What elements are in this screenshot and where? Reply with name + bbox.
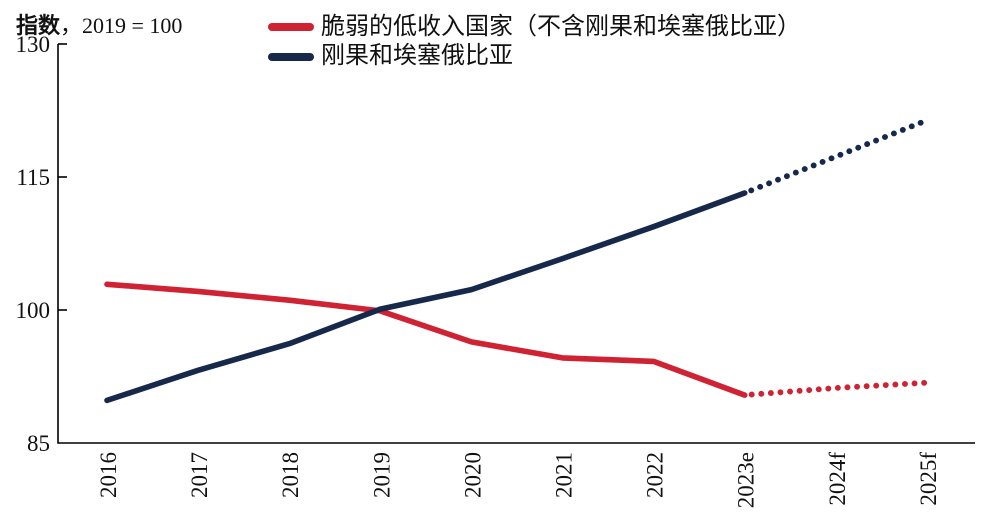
legend-item-congo-ethiopia: 刚果和埃塞俄比亚: [268, 43, 801, 69]
series-line-solid-1: [104, 190, 748, 404]
legend-swatch-navy: [268, 52, 314, 61]
x-tick-label: 2018: [278, 452, 303, 498]
series-line-solid-0: [104, 281, 748, 398]
legend-label-congo-ethiopia: 刚果和埃塞俄比亚: [321, 43, 513, 70]
y-tick-label: 115: [16, 165, 50, 190]
x-tick-label: 2017: [187, 452, 212, 498]
x-tick-label: 2020: [460, 452, 485, 498]
x-tick-label: 2024f: [825, 452, 850, 506]
legend-item-fragile-lics: 脆弱的低收入国家（不含刚果和埃塞俄比亚）: [268, 14, 801, 40]
x-tick-label: 2021: [552, 452, 577, 498]
series-line-dotted-0: [741, 379, 930, 398]
series-line-dotted-1: [741, 117, 930, 196]
legend: 脆弱的低收入国家（不含刚果和埃塞俄比亚） 刚果和埃塞俄比亚: [268, 14, 801, 70]
axis-unit-label: 指数，2019 = 100: [16, 8, 182, 40]
y-tick-label: 130: [16, 32, 51, 57]
axis-unit-label-rest: ，2019 = 100: [60, 13, 183, 38]
y-tick-label: 85: [27, 431, 50, 456]
legend-swatch-red: [268, 23, 314, 32]
axis-frame: [57, 44, 975, 444]
x-tick-label: 2022: [643, 452, 668, 498]
x-tick-label: 2016: [96, 452, 121, 498]
x-tick-label: 2023e: [734, 452, 759, 508]
axis-unit-label-bold: 指数: [16, 13, 61, 38]
x-tick-label: 2025f: [916, 452, 941, 506]
legend-label-fragile-lics: 脆弱的低收入国家（不含刚果和埃塞俄比亚）: [321, 14, 801, 40]
y-tick-label: 100: [16, 298, 51, 323]
x-tick-label: 2019: [369, 452, 394, 498]
